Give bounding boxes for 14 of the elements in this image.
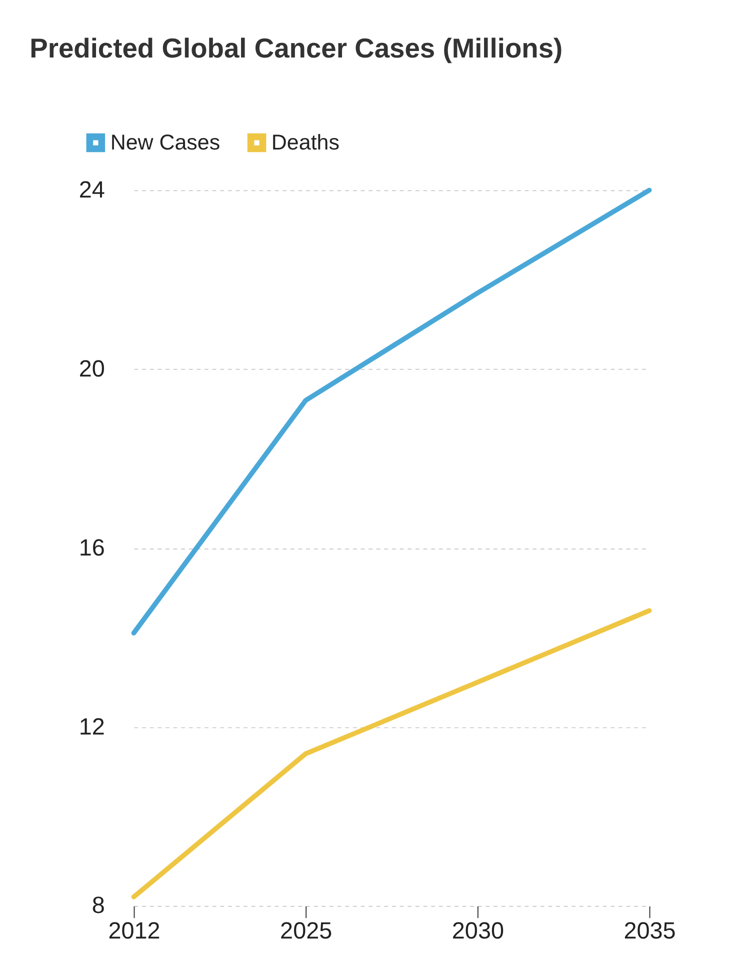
legend-label: Deaths (271, 130, 340, 155)
legend-label: New Cases (110, 130, 220, 155)
y-tick-label: 8 (92, 892, 105, 918)
x-tick-label: 2030 (452, 918, 504, 944)
y-tick-label: 12 (78, 713, 105, 740)
y-tick-label: 20 (78, 355, 105, 382)
x-tick-label: 2035 (624, 918, 676, 944)
y-tick-label: 24 (78, 176, 105, 203)
x-tick-label: 2025 (280, 918, 332, 944)
chart-title: Predicted Global Cancer Cases (Millions) (30, 32, 563, 64)
y-tick-label: 16 (78, 534, 105, 560)
x-tick-label: 2012 (108, 918, 160, 944)
line-series (131, 608, 652, 900)
line-series (131, 188, 652, 636)
